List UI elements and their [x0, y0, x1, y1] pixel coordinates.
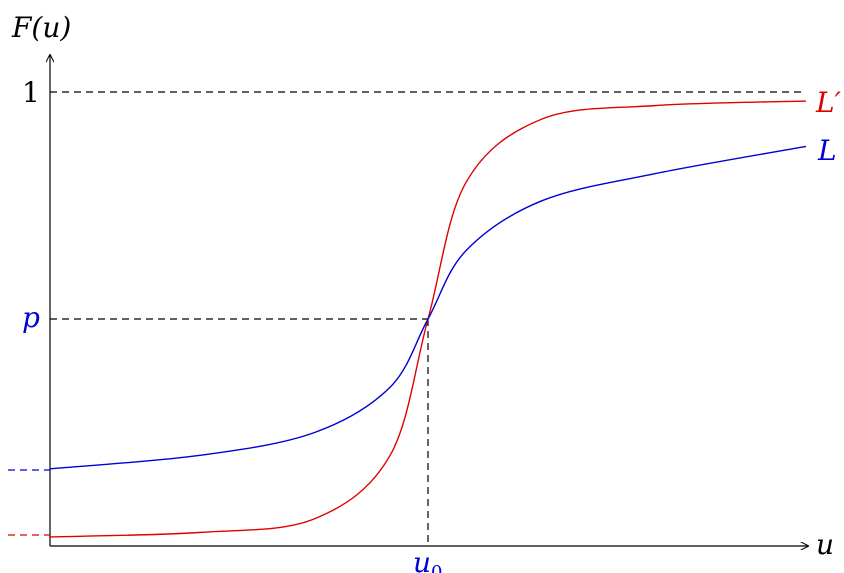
curve-l	[49, 145, 807, 470]
u0-base: u	[413, 546, 431, 573]
x-axis-label: u	[816, 528, 834, 561]
p-tick-label: p	[22, 301, 40, 334]
curve-l-prime-label: L′	[815, 86, 842, 119]
u0-subscript: 0	[431, 562, 442, 573]
y-axis-label: F(u)	[11, 11, 71, 44]
curve-l-label: L	[817, 134, 837, 167]
u0-tick-label: u0	[413, 546, 443, 573]
one-tick-label: 1	[22, 76, 40, 109]
